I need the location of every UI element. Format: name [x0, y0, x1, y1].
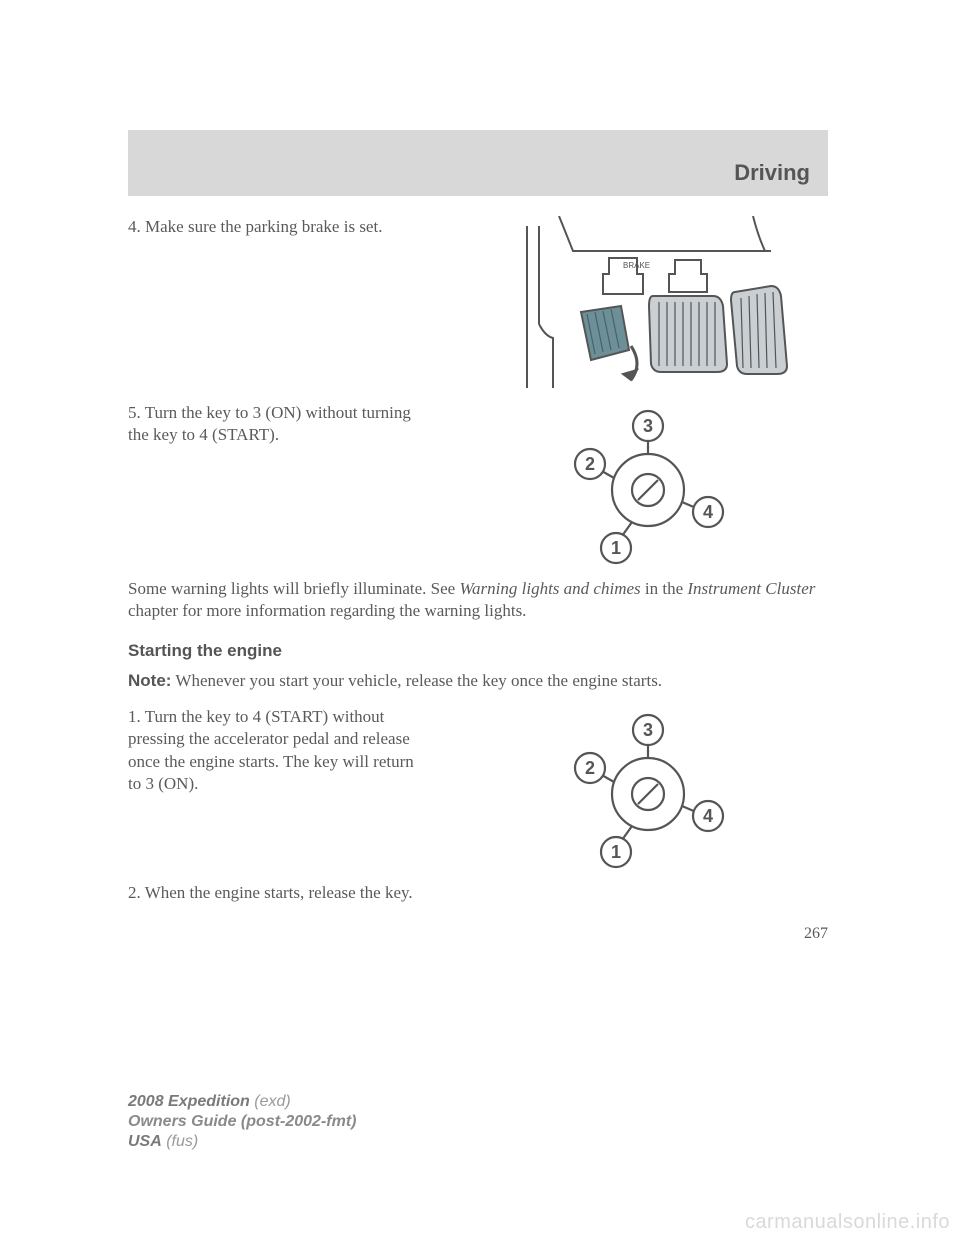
ign2-label-4: 4 — [703, 806, 713, 826]
warning-italic2: Instrument Cluster — [687, 579, 815, 598]
pedals-diagram-icon: BRAKE — [503, 216, 793, 396]
step1-row: 1. Turn the key to 4 (START) without pre… — [128, 706, 828, 876]
warning-italic1: Warning lights and chimes — [459, 579, 640, 598]
ign-label-2: 2 — [585, 454, 595, 474]
ign-label-1: 1 — [611, 538, 621, 558]
step2-text: 2. When the engine starts, release the k… — [128, 882, 828, 904]
ignition-diagram-icon: 3 2 1 4 — [548, 706, 748, 876]
footer-line3: USA (fus) — [128, 1132, 356, 1152]
footer-line1: 2008 Expedition (exd) — [128, 1092, 356, 1112]
warning-post: chapter for more information regarding t… — [128, 601, 526, 620]
ign2-label-3: 3 — [643, 720, 653, 740]
footer: 2008 Expedition (exd) Owners Guide (post… — [128, 1092, 356, 1152]
warning-para: Some warning lights will briefly illumin… — [128, 578, 828, 622]
section-header: Driving — [128, 130, 828, 196]
ign2-label-2: 2 — [585, 758, 595, 778]
footer-guide: Owners Guide (post-2002-fmt) — [128, 1112, 356, 1132]
ign-label-3: 3 — [643, 416, 653, 436]
section-title: Driving — [734, 160, 810, 186]
page-content: Driving 4. Make sure the parking brake i… — [128, 130, 828, 945]
brake-pedal-icon — [649, 296, 727, 372]
ign-label-4: 4 — [703, 502, 713, 522]
step5-row: 5. Turn the key to 3 (ON) without turnin… — [128, 402, 828, 572]
ign2-label-1: 1 — [611, 842, 621, 862]
footer-region: USA — [128, 1133, 162, 1150]
page-number: 267 — [128, 924, 828, 945]
starting-heading: Starting the engine — [128, 640, 828, 662]
footer-vehicle: 2008 Expedition — [128, 1093, 250, 1110]
warning-mid: in the — [641, 579, 688, 598]
watermark: carmanualsonline.info — [745, 1211, 950, 1234]
ignition-figure-2: 3 2 1 4 — [468, 706, 828, 876]
step5-text-col: 5. Turn the key to 3 (ON) without turnin… — [128, 402, 428, 460]
footer-region-code: (fus) — [162, 1133, 198, 1150]
body-content: 4. Make sure the parking brake is set. B… — [128, 216, 828, 945]
ignition-diagram-icon: 3 2 1 4 — [548, 402, 748, 572]
pedals-figure: BRAKE — [468, 216, 828, 396]
note-text: Whenever you start your vehicle, release… — [171, 671, 662, 690]
svg-text:BRAKE: BRAKE — [623, 261, 650, 270]
step5-text: 5. Turn the key to 3 (ON) without turnin… — [128, 402, 428, 446]
step4-text-col: 4. Make sure the parking brake is set. — [128, 216, 428, 252]
note-para: Note: Whenever you start your vehicle, r… — [128, 670, 828, 692]
parking-brake-icon — [581, 306, 637, 380]
footer-vehicle-code: (exd) — [250, 1093, 291, 1110]
accel-pedal-icon — [731, 286, 787, 374]
warning-pre: Some warning lights will briefly illumin… — [128, 579, 459, 598]
step1-text-col: 1. Turn the key to 4 (START) without pre… — [128, 706, 428, 808]
note-label: Note: — [128, 671, 171, 690]
step4-text: 4. Make sure the parking brake is set. — [128, 216, 428, 238]
step1-text: 1. Turn the key to 4 (START) without pre… — [128, 706, 428, 794]
step4-row: 4. Make sure the parking brake is set. B… — [128, 216, 828, 396]
ignition-figure-1: 3 2 1 4 — [468, 402, 828, 572]
